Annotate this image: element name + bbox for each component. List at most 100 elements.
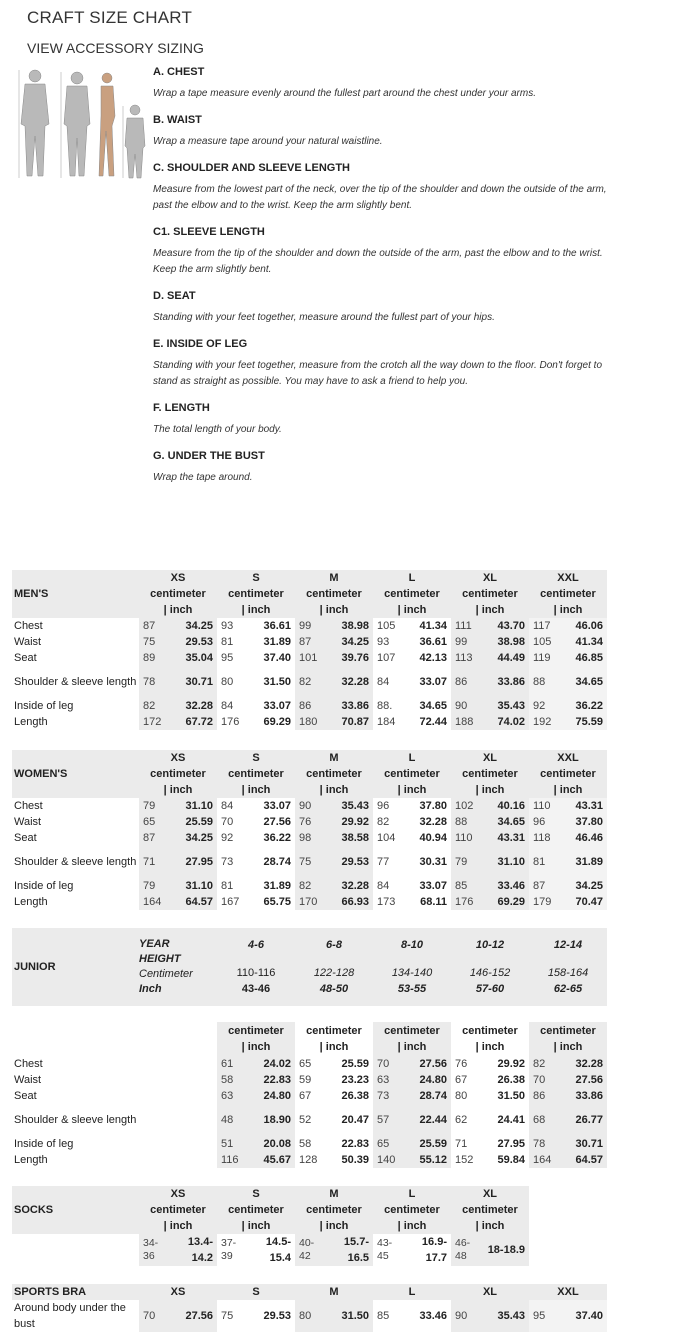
- cm-value: 84: [221, 700, 234, 712]
- inch-value: 22.83: [341, 1138, 369, 1150]
- inch-value: 25.59: [402, 1136, 451, 1152]
- age-group-header: 8-10 134-140 53-55: [373, 928, 451, 1006]
- cm-value: 87: [139, 830, 168, 846]
- unit-label: centimeter | inch: [150, 588, 206, 616]
- inch-value: 31.50: [497, 1090, 525, 1102]
- inch-value: 35.43: [480, 698, 529, 714]
- cm-value: 80: [295, 1300, 324, 1332]
- unit-label: centimeter | inch: [462, 768, 518, 796]
- inch-value: 41.34: [419, 620, 447, 632]
- cm-value: 93: [221, 620, 234, 632]
- inch-value: 70.47: [558, 894, 607, 910]
- inch-value: 45.67: [246, 1152, 295, 1168]
- cm-value: 116: [217, 1152, 246, 1168]
- table-row: Shoulder & sleeve length 78 30.71 80 31.50 82…: [12, 666, 607, 698]
- cm-value: 70: [373, 1056, 402, 1072]
- measurement-label: Seat: [14, 652, 37, 664]
- year-range: 12-14: [553, 939, 583, 951]
- inch-value: 33.07: [263, 800, 291, 812]
- cm-value: 93: [377, 636, 390, 648]
- cm-value: 192: [529, 714, 558, 730]
- size-label: XS: [170, 1188, 186, 1200]
- measurement-label: Inside of leg: [14, 1138, 74, 1150]
- view-accessory-sizing-link[interactable]: VIEW ACCESSORY SIZING: [27, 40, 204, 56]
- cm-value: 82: [377, 816, 390, 828]
- unit-label: centimeter | inch: [540, 768, 596, 796]
- inch-value: 13.4-14.2: [168, 1234, 217, 1266]
- inch-value: 34.25: [168, 830, 217, 846]
- measurement-label: Inside of leg: [14, 700, 74, 712]
- measurement-label: Length: [14, 896, 48, 908]
- size-label: S: [217, 1284, 295, 1300]
- cm-value: 46-48: [451, 1234, 480, 1266]
- inch-value: 34.65: [419, 700, 447, 712]
- year-range: 6-8: [326, 939, 342, 951]
- size-label: XXL: [529, 1284, 607, 1300]
- unit-label: centimeter | inch: [384, 768, 440, 796]
- table-title: JUNIOR: [12, 928, 139, 1006]
- unit-label: centimeter | inch: [462, 588, 518, 616]
- cm-value: 111: [451, 618, 480, 634]
- junior-key-label: Inch: [139, 983, 162, 995]
- cm-value: 188: [451, 714, 480, 730]
- size-header: XL centimeter | inch: [451, 570, 529, 618]
- instruction-heading: C1. SLEEVE LENGTH: [153, 226, 265, 238]
- cm-value: 119: [529, 650, 558, 666]
- inch-value: 36.61: [419, 636, 447, 648]
- inch-value: 33.07: [419, 880, 447, 892]
- instruction-heading: B. WAIST: [153, 114, 202, 126]
- inch-value: 69.29: [480, 894, 529, 910]
- measurement-label: Seat: [14, 832, 37, 844]
- year-range: 8-10: [400, 939, 424, 951]
- size-label: M: [295, 1284, 373, 1300]
- cm-value: 84: [221, 800, 234, 812]
- inch-value: 64.57: [168, 894, 217, 910]
- inch-value: 33.86: [324, 698, 373, 714]
- inch-value: 40.16: [480, 798, 529, 814]
- cm-value: 118: [529, 830, 558, 846]
- size-label: XL: [482, 1188, 498, 1200]
- header-row: SPORTS BRA XS S M L XL XXL: [12, 1284, 607, 1300]
- instruction-heading: D. SEAT: [153, 290, 196, 302]
- cm-value: 105: [529, 634, 558, 650]
- inch-value: 46.46: [558, 830, 607, 846]
- inch-value: 68.11: [420, 896, 447, 908]
- inch-value: 27.56: [402, 1056, 451, 1072]
- cm-value: 176: [221, 716, 240, 728]
- inch-value: 55.12: [402, 1152, 451, 1168]
- cm-value: 90: [451, 1300, 480, 1332]
- cm-value: 81: [529, 846, 558, 878]
- unit-label: centimeter | inch: [306, 1204, 362, 1232]
- inch-value: 33.86: [558, 1088, 607, 1104]
- cm-value: 92: [221, 832, 234, 844]
- cm-value: 75: [295, 846, 324, 878]
- unit-label: centimeter | inch: [373, 1022, 451, 1056]
- table-title: SPORTS BRA: [12, 1284, 139, 1300]
- inch-value: 18.90: [246, 1104, 295, 1136]
- inch-value: 42.13: [419, 652, 447, 664]
- cm-value: 82: [295, 878, 324, 894]
- inch-value: 31.10: [168, 798, 217, 814]
- size-header: XL centimeter | inch: [451, 1186, 529, 1234]
- inch-value: 24.80: [402, 1072, 451, 1088]
- inch-value: 59.84: [497, 1154, 525, 1166]
- inch-value: 27.95: [168, 846, 217, 878]
- cm-value: 67: [299, 1090, 312, 1102]
- age-group-header: 12-14 158-164 62-65: [529, 928, 607, 1006]
- size-header: XS centimeter | inch: [139, 1186, 217, 1234]
- unit-label: centimeter | inch: [462, 1025, 518, 1053]
- cm-value: 78: [139, 666, 168, 698]
- year-range: 4-6: [248, 939, 264, 951]
- cm-value: 88: [451, 814, 480, 830]
- unit-label: centimeter | inch: [540, 588, 596, 616]
- table-row: Shoulder & sleeve length 71 27.95 73 28.74 75…: [12, 846, 607, 878]
- cm-value: 99: [295, 618, 324, 634]
- instruction-text: Standing with your feet together, measur…: [153, 360, 603, 387]
- table-row: Seat 87 34.25 92 36.22 98 38.58 104 40.94 110 43.3…: [12, 830, 607, 846]
- size-label: S: [252, 752, 260, 764]
- inch-value: 31.50: [324, 1300, 373, 1332]
